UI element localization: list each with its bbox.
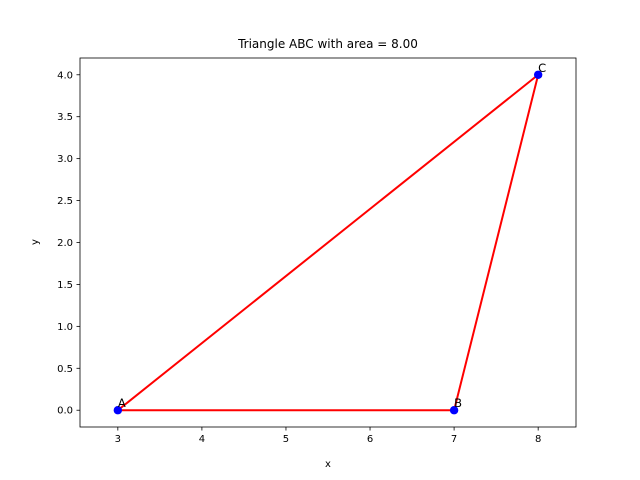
triangle-vertices [113,70,543,415]
y-tick-label: 3.5 [57,112,73,123]
x-tick-label: 3 [115,434,121,445]
y-tick-label: 3.0 [57,154,73,165]
vertex-label-b: B [454,396,462,410]
y-axis-ticks: 0.0 0.5 1.0 1.5 2.0 2.5 3.0 3.5 4.0 [57,70,80,417]
x-tick-label: 7 [451,434,457,445]
vertex-label-a: A [118,396,126,410]
triangle-edges [116,73,540,412]
x-axis-label: x [325,459,331,470]
y-axis-label: y [30,239,41,245]
vertex-b [449,406,459,415]
vertex-a [113,406,123,415]
x-axis-ticks: 3 4 5 6 7 8 [115,427,541,445]
chart-title: Triangle ABC with area = 8.00 [237,37,418,51]
y-tick-label: 2.0 [57,238,73,249]
x-tick-label: 8 [535,434,541,445]
x-tick-label: 5 [283,434,289,445]
y-tick-label: 0.0 [57,406,73,417]
y-tick-label: 4.0 [57,70,73,81]
edge-ca [116,73,540,412]
x-tick-label: 6 [367,434,373,445]
vertex-c [533,70,543,79]
y-tick-label: 1.5 [57,280,73,291]
vertex-label-c: C [538,61,546,75]
y-tick-label: 0.5 [57,364,73,375]
x-tick-label: 4 [199,434,205,445]
y-tick-label: 2.5 [57,196,73,207]
y-tick-label: 1.0 [57,322,73,333]
edge-bc [453,73,540,412]
vertex-labels: A B C [118,61,546,410]
